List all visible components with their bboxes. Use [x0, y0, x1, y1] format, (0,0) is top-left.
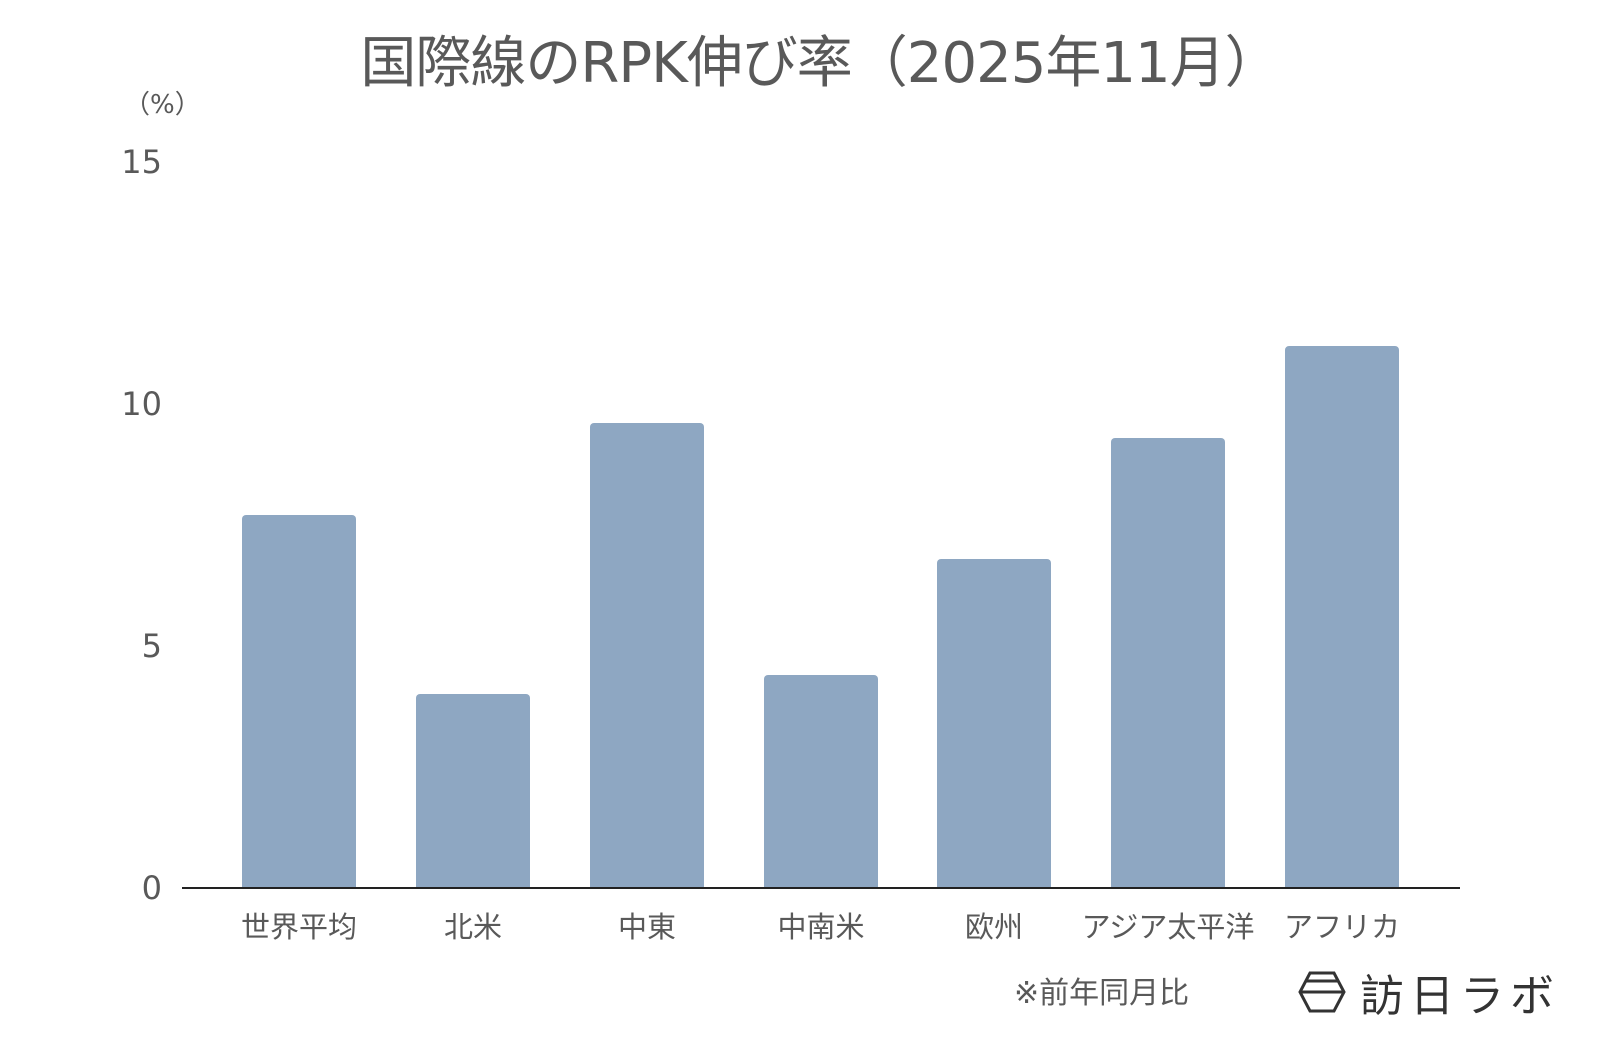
x-axis-line: [182, 887, 1460, 889]
y-axis-unit-label: （%）: [124, 90, 201, 120]
x-label: 中東: [617, 910, 676, 944]
hexagon-logo-icon: [1298, 971, 1346, 1013]
plot-area: [182, 162, 1460, 888]
y-tick-15: 15: [121, 143, 162, 181]
y-tick-0: 0: [141, 869, 162, 907]
x-label: アジア太平洋: [1081, 910, 1255, 944]
chart-title: 国際線のRPK伸び率（2025年11月）: [360, 31, 1280, 96]
x-label: 世界平均: [240, 910, 357, 944]
bar-2: [590, 423, 704, 888]
brand-name: 訪日ラボ: [1360, 971, 1560, 1022]
bar-0: [242, 515, 356, 888]
bar-3: [764, 675, 878, 888]
bar-1: [416, 694, 530, 888]
x-label: アフリカ: [1283, 910, 1400, 944]
bar-5: [1111, 437, 1225, 888]
x-label: 欧州: [964, 910, 1023, 944]
footnote: ※前年同月比: [1014, 976, 1190, 1011]
x-label: 中南米: [777, 910, 865, 944]
y-tick-10: 10: [121, 385, 162, 423]
bar-4: [937, 558, 1051, 888]
x-label: 北米: [443, 910, 502, 944]
y-tick-5: 5: [141, 627, 162, 665]
bar-6: [1285, 345, 1399, 888]
brand-logo: 訪日ラボ: [1298, 960, 1560, 1024]
